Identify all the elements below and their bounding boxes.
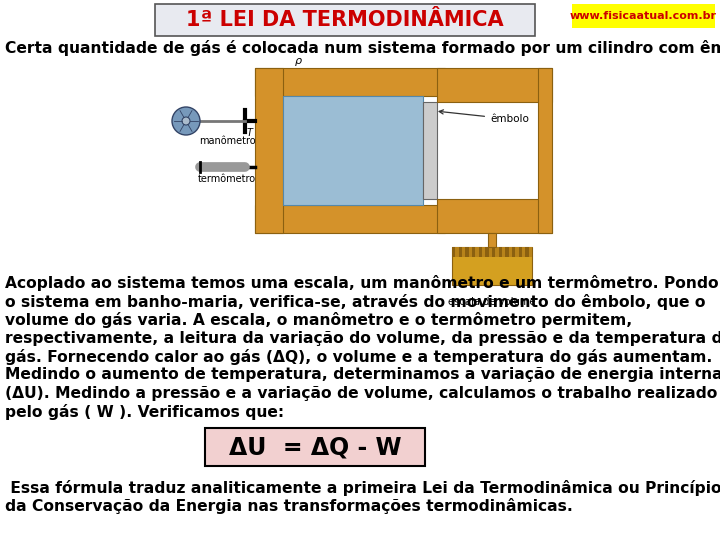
Text: manômetro: manômetro [199, 136, 256, 146]
FancyBboxPatch shape [452, 247, 532, 257]
FancyBboxPatch shape [479, 247, 482, 257]
Text: termômetro: termômetro [198, 174, 256, 184]
Text: www.fisicaatual.com.br: www.fisicaatual.com.br [570, 11, 716, 21]
Text: ρ: ρ [294, 56, 302, 66]
FancyBboxPatch shape [452, 247, 455, 257]
FancyBboxPatch shape [255, 68, 283, 233]
Text: Acoplado ao sistema temos uma escala, um manômetro e um termômetro. Pondo: Acoplado ao sistema temos uma escala, um… [5, 275, 719, 291]
Text: Essa fórmula traduz analiticamente a primeira Lei da Termodinâmica ou Princípio: Essa fórmula traduz analiticamente a pri… [5, 480, 720, 496]
Text: 1ª LEI DA TERMODINÂMICA: 1ª LEI DA TERMODINÂMICA [186, 10, 504, 30]
Circle shape [182, 117, 190, 125]
FancyBboxPatch shape [437, 68, 552, 102]
Circle shape [172, 107, 200, 135]
FancyBboxPatch shape [499, 247, 502, 257]
FancyBboxPatch shape [505, 247, 508, 257]
FancyBboxPatch shape [512, 247, 516, 257]
FancyBboxPatch shape [518, 247, 522, 257]
FancyBboxPatch shape [255, 68, 445, 96]
Text: escala de volume: escala de volume [448, 297, 536, 307]
FancyBboxPatch shape [538, 68, 552, 233]
FancyBboxPatch shape [423, 102, 437, 199]
Text: ΔU  = ΔQ - W: ΔU = ΔQ - W [229, 435, 401, 459]
FancyBboxPatch shape [472, 247, 475, 257]
Text: respectivamente, a leitura da variação do volume, da pressão e da temperatura do: respectivamente, a leitura da variação d… [5, 330, 720, 346]
FancyBboxPatch shape [283, 96, 423, 205]
FancyBboxPatch shape [459, 247, 462, 257]
Text: gás. Fornecendo calor ao gás (ΔQ), o volume e a temperatura do gás aumentam.: gás. Fornecendo calor ao gás (ΔQ), o vol… [5, 349, 712, 365]
FancyBboxPatch shape [526, 247, 528, 257]
Text: da Conservação da Energia nas transformações termodinâmicas.: da Conservação da Energia nas transforma… [5, 498, 573, 514]
FancyBboxPatch shape [572, 4, 715, 28]
FancyBboxPatch shape [205, 428, 425, 466]
FancyBboxPatch shape [465, 247, 469, 257]
Text: Certa quantidade de gás é colocada num sistema formado por um cilindro com êmbol: Certa quantidade de gás é colocada num s… [5, 40, 720, 56]
Text: pelo gás ( W ). Verificamos que:: pelo gás ( W ). Verificamos que: [5, 404, 284, 421]
FancyBboxPatch shape [492, 247, 495, 257]
Text: T: T [247, 128, 253, 138]
FancyBboxPatch shape [255, 205, 445, 233]
FancyBboxPatch shape [437, 199, 552, 233]
FancyBboxPatch shape [488, 233, 496, 247]
Text: volume do gás varia. A escala, o manômetro e o termômetro permitem,: volume do gás varia. A escala, o manômet… [5, 312, 632, 328]
FancyBboxPatch shape [155, 4, 535, 36]
Text: Medindo o aumento de temperatura, determinamos a variação de energia interna: Medindo o aumento de temperatura, determ… [5, 368, 720, 382]
Text: êmbolo: êmbolo [439, 110, 529, 124]
FancyBboxPatch shape [485, 247, 489, 257]
Text: o sistema em banho-maria, verifica-se, através do movimento do êmbolo, que o: o sistema em banho-maria, verifica-se, a… [5, 294, 706, 309]
Text: (ΔU). Medindo a pressão e a variação de volume, calculamos o trabalho realizado: (ΔU). Medindo a pressão e a variação de … [5, 386, 717, 401]
FancyBboxPatch shape [452, 247, 532, 285]
